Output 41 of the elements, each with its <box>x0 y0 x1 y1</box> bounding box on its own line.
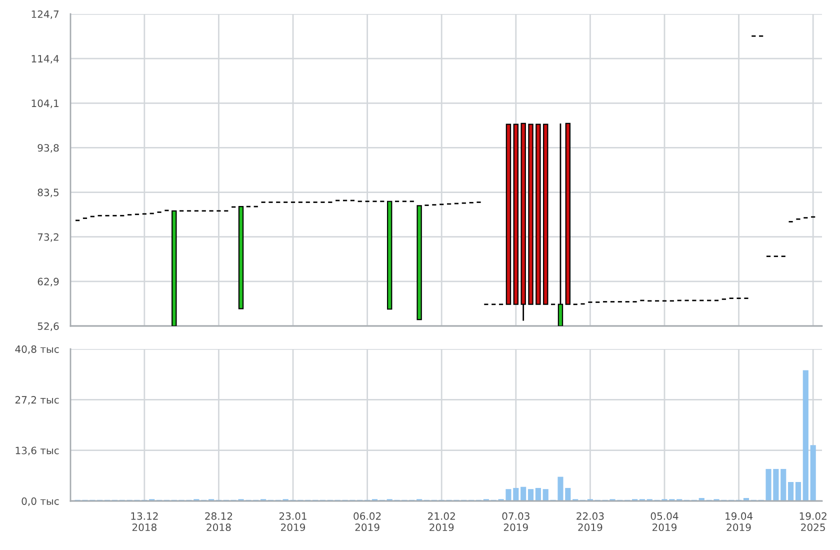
x-tick-label: 13.12 2018 <box>131 512 158 532</box>
bar <box>788 482 794 501</box>
bar <box>535 488 541 501</box>
y-tick-label: 93,8 <box>38 144 59 153</box>
y-tick-label: 62,9 <box>38 278 59 286</box>
x-tick-label: 23.01 2019 <box>279 512 306 532</box>
y-tick-label: 114,4 <box>32 55 59 64</box>
x-tick-label: 07.03 2019 <box>502 512 530 532</box>
x-tick-label: 21.02 2019 <box>428 512 455 532</box>
candlestick <box>543 124 548 305</box>
x-tick-label: 28.12 2018 <box>205 512 232 532</box>
y-tick-label: 73,2 <box>38 233 58 242</box>
x-tick-label: 19.04 2019 <box>726 512 753 532</box>
y-tick-label: 40,8 тыс <box>15 345 59 354</box>
y-tick-label: 0,0 тыс <box>22 497 59 506</box>
candlestick <box>416 205 422 320</box>
bar <box>520 486 526 501</box>
bar <box>810 445 816 501</box>
y-tick-label: 27,2 тыс <box>15 396 59 405</box>
candlestick <box>558 122 564 326</box>
x-tick-label: 06.02 2019 <box>354 512 381 532</box>
candlestick <box>506 124 512 305</box>
candlestick <box>172 210 177 326</box>
candlestick <box>565 122 571 305</box>
x-tick-label: 22.03 2019 <box>576 512 604 532</box>
x-tick-label: 19.02 2025 <box>800 512 826 532</box>
y-tick-label: 104,1 <box>32 100 58 108</box>
bar <box>780 468 786 501</box>
y-tick-label: 13,6 тыс <box>16 446 59 456</box>
y-tick-label: 124,7 <box>32 10 59 19</box>
candlestick <box>387 200 392 310</box>
y-tick-label: 52,6 <box>38 322 59 331</box>
bar <box>795 482 802 501</box>
bar <box>528 489 534 501</box>
candlestick <box>528 124 534 305</box>
x-tick-label: 05.04 2019 <box>650 512 678 532</box>
candlestick <box>238 206 244 310</box>
candlestick <box>536 124 541 305</box>
bar <box>802 370 808 501</box>
bar <box>542 489 548 501</box>
y-tick-label: 83,5 <box>38 188 59 198</box>
